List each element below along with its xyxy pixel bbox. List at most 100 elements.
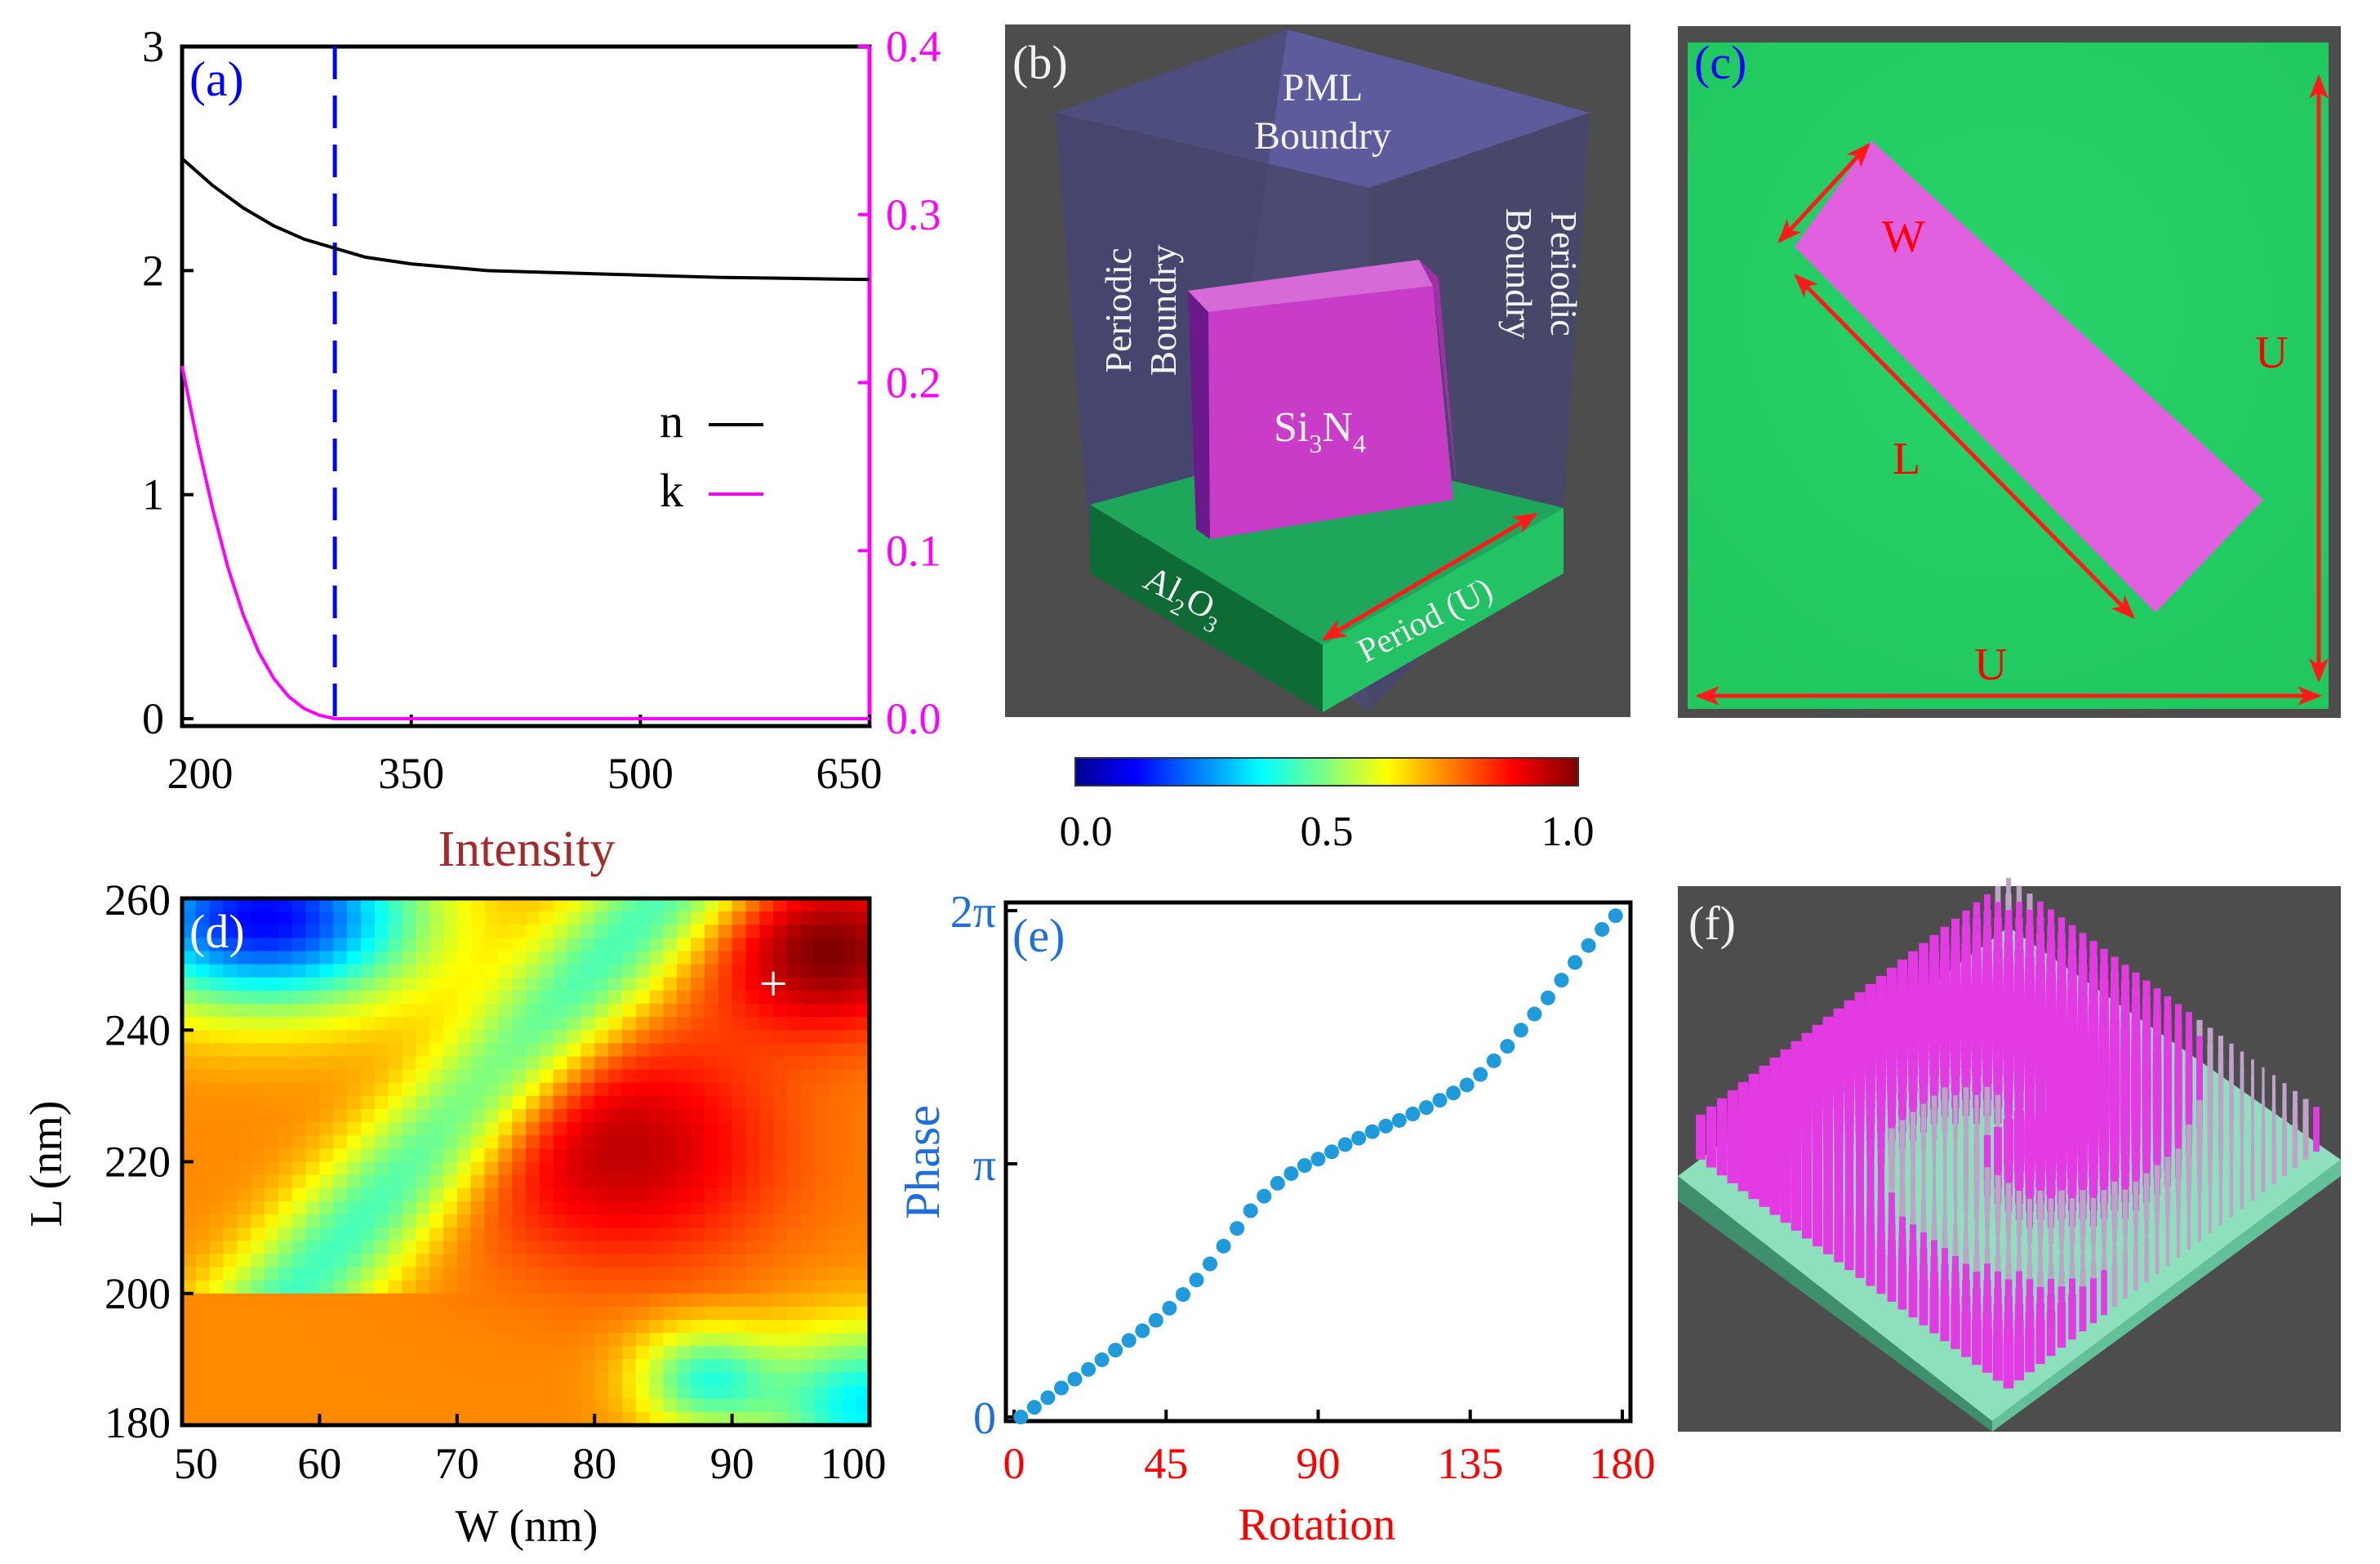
heatmap-cell xyxy=(800,1056,816,1071)
heatmap-cell xyxy=(814,1320,830,1334)
heatmap-cell xyxy=(333,1187,348,1202)
heatmap-cell xyxy=(704,977,719,991)
heatmap-cell xyxy=(691,925,705,939)
heatmap-cell xyxy=(553,1254,568,1268)
heatmap-cell xyxy=(319,990,335,1005)
heatmap-cell xyxy=(704,898,719,912)
heatmap-cell xyxy=(526,1254,541,1268)
heatmap-cell xyxy=(649,1161,665,1176)
heatmap-cell xyxy=(360,1333,376,1348)
heatmap-cell xyxy=(828,1069,843,1084)
heatmap-cell xyxy=(759,1241,774,1255)
heatmap-cell xyxy=(773,1043,788,1058)
heatmap-cell xyxy=(347,925,362,939)
heatmap-cell xyxy=(814,1346,830,1361)
heatmap-cell xyxy=(526,1241,541,1255)
heatmap-cell xyxy=(828,1306,843,1321)
heatmap-cell xyxy=(251,1320,265,1334)
heatmap-cell xyxy=(223,1201,238,1215)
heatmap-cell xyxy=(223,1372,238,1387)
heatmap-cell xyxy=(251,1267,265,1281)
heatmap-cell xyxy=(608,1174,623,1189)
heatmap-cell xyxy=(223,1293,238,1308)
heatmap-cell xyxy=(635,1030,651,1045)
heatmap-cell xyxy=(704,1135,719,1150)
y-tick-label: 0 xyxy=(142,694,164,743)
heatmap-cell xyxy=(621,925,637,939)
heatmap-cell xyxy=(732,1306,747,1321)
heatmap-cell xyxy=(223,1241,238,1255)
u-label-right: U xyxy=(2255,328,2288,378)
heatmap-cell xyxy=(443,1411,458,1426)
heatmap-cell xyxy=(498,1043,513,1058)
legend-label-k: k xyxy=(660,464,683,517)
heatmap-cell xyxy=(265,1293,279,1308)
heatmap-cell xyxy=(374,1398,389,1413)
heatmap-cell xyxy=(456,977,472,991)
heatmap-cell xyxy=(319,951,335,965)
heatmap-cell xyxy=(209,911,225,926)
heatmap-cell xyxy=(182,1280,197,1294)
heatmap-cell xyxy=(512,1359,527,1374)
heatmap-cell xyxy=(608,1004,623,1018)
y2-tick-label: 0.0 xyxy=(886,694,941,743)
heatmap-cell xyxy=(416,1109,430,1123)
heatmap-cell xyxy=(635,1293,651,1308)
heatmap-cell xyxy=(402,1372,417,1387)
heatmap-cell xyxy=(443,951,458,965)
phase-point xyxy=(1608,908,1623,924)
heatmap-cell xyxy=(732,990,747,1005)
heatmap-cell xyxy=(553,1161,568,1176)
heatmap-cell xyxy=(278,1333,293,1348)
heatmap-cell xyxy=(594,990,609,1005)
heatmap-cell xyxy=(429,911,444,926)
heatmap-cell xyxy=(305,1148,321,1163)
heatmap-cell xyxy=(265,1280,279,1294)
heatmap-cell xyxy=(251,1228,265,1242)
heatmap-cell xyxy=(470,911,486,926)
heatmap-cell xyxy=(470,1333,486,1348)
heatmap-cell xyxy=(265,1135,279,1150)
heatmap-cell xyxy=(182,1372,197,1387)
heatmap-cell xyxy=(333,1161,348,1176)
heatmap-cell xyxy=(745,1280,761,1294)
heatmap-cell xyxy=(429,1411,444,1426)
heatmap-cell xyxy=(237,1109,251,1123)
heatmap-cell xyxy=(786,990,802,1005)
heatmap-cell xyxy=(429,1187,444,1202)
heatmap-cell xyxy=(305,1372,321,1387)
heatmap-cell xyxy=(278,1148,293,1163)
heatmap-cell xyxy=(594,1320,609,1334)
heatmap-cell xyxy=(456,1280,472,1294)
heatmap-cell xyxy=(333,1267,348,1281)
heatmap-cell xyxy=(182,1017,197,1032)
heatmap-cell xyxy=(223,1187,238,1202)
heatmap-cell xyxy=(278,1398,293,1413)
heatmap-cell xyxy=(291,1148,307,1163)
heatmap-cell xyxy=(360,1398,376,1413)
heatmap-cell xyxy=(456,1043,472,1058)
heatmap-cell xyxy=(402,1385,417,1400)
heatmap-cell xyxy=(223,977,238,991)
heatmap-cell xyxy=(718,1174,733,1189)
heatmap-cell xyxy=(195,1056,211,1071)
heatmap-cell xyxy=(251,1135,265,1150)
heatmap-cell xyxy=(677,1398,692,1413)
heatmap-cell xyxy=(456,1306,472,1321)
heatmap-cell xyxy=(265,1148,279,1163)
heatmap-cell xyxy=(195,1017,211,1032)
heatmap-cell xyxy=(347,1385,362,1400)
heatmap-cell xyxy=(416,1082,430,1097)
phase-point xyxy=(1405,1106,1421,1121)
heatmap-cell xyxy=(333,951,348,965)
heatmap-cell xyxy=(581,1069,595,1084)
heatmap-cell xyxy=(526,1385,541,1400)
heatmap-cell xyxy=(512,898,527,912)
heatmap-cell xyxy=(470,1411,486,1426)
heatmap-cell xyxy=(677,1293,692,1308)
heatmap-cell xyxy=(195,1122,211,1137)
x-tick-label: 50 xyxy=(174,1439,218,1488)
